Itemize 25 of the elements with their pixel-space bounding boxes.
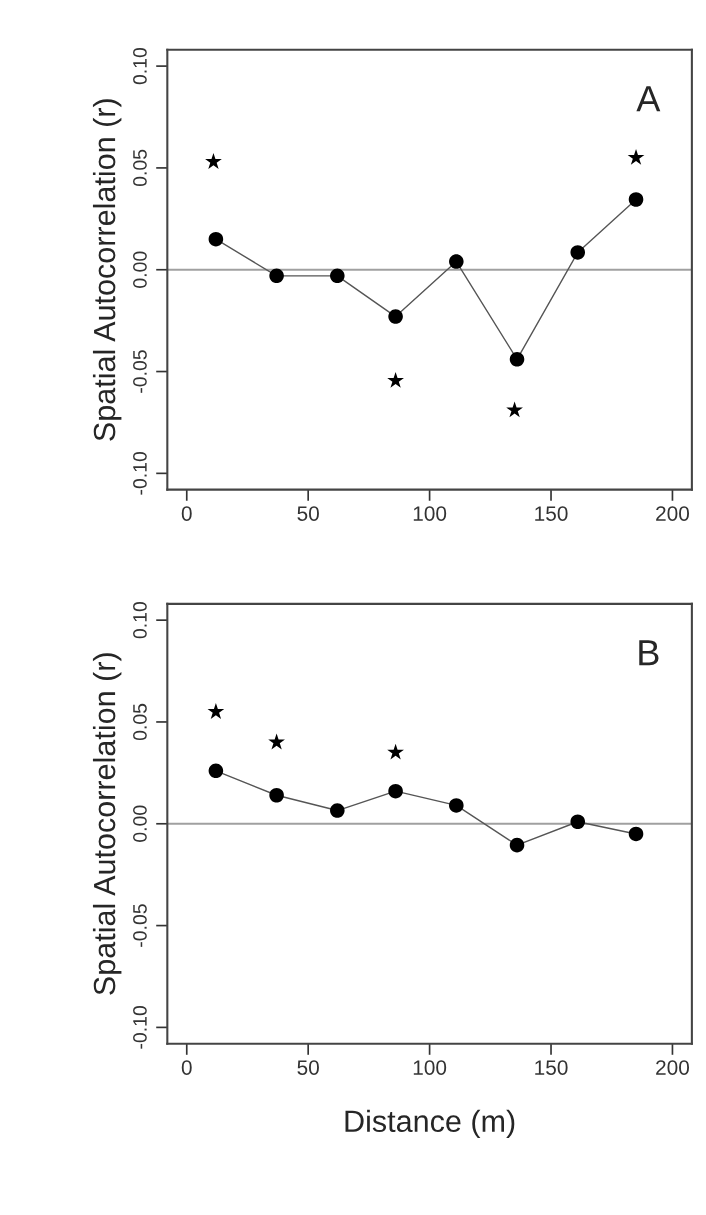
x-tick-label: 0: [181, 506, 192, 521]
x-tick-label: 150: [535, 1060, 568, 1075]
y-tick-label: 0.05: [133, 149, 147, 187]
y-tick-label: 0.10: [133, 601, 147, 639]
annotation: B: [639, 640, 659, 666]
x-axis-title: Distance (m): [345, 1109, 515, 1139]
annotation: A: [636, 86, 661, 112]
y-tick-label: 0.10: [133, 47, 147, 85]
y-tick-label: 0.00: [133, 805, 147, 842]
y-axis-title: Spatial Autocorrelation (r): [92, 653, 122, 995]
x-tick-label: 200: [656, 506, 690, 521]
x-tick-label: 150: [535, 506, 568, 521]
y-tick-label: -0.05: [133, 350, 147, 393]
x-tick-label: 50: [297, 506, 319, 521]
y-tick-label: -0.10: [133, 451, 147, 495]
x-tick-label: 0: [181, 1060, 192, 1075]
y-tick-label: 0.00: [133, 251, 147, 288]
y-tick-label: -0.05: [133, 904, 147, 947]
y-tick-label: -0.10: [133, 1005, 147, 1049]
y-tick-label: 0.05: [133, 703, 147, 741]
x-tick-label: 50: [297, 1060, 319, 1075]
y-axis-title: Spatial Autocorrelation (r): [92, 99, 122, 441]
x-tick-label: 100: [413, 506, 447, 521]
x-tick-label: 100: [413, 1060, 447, 1075]
x-tick-label: 200: [656, 1060, 690, 1075]
